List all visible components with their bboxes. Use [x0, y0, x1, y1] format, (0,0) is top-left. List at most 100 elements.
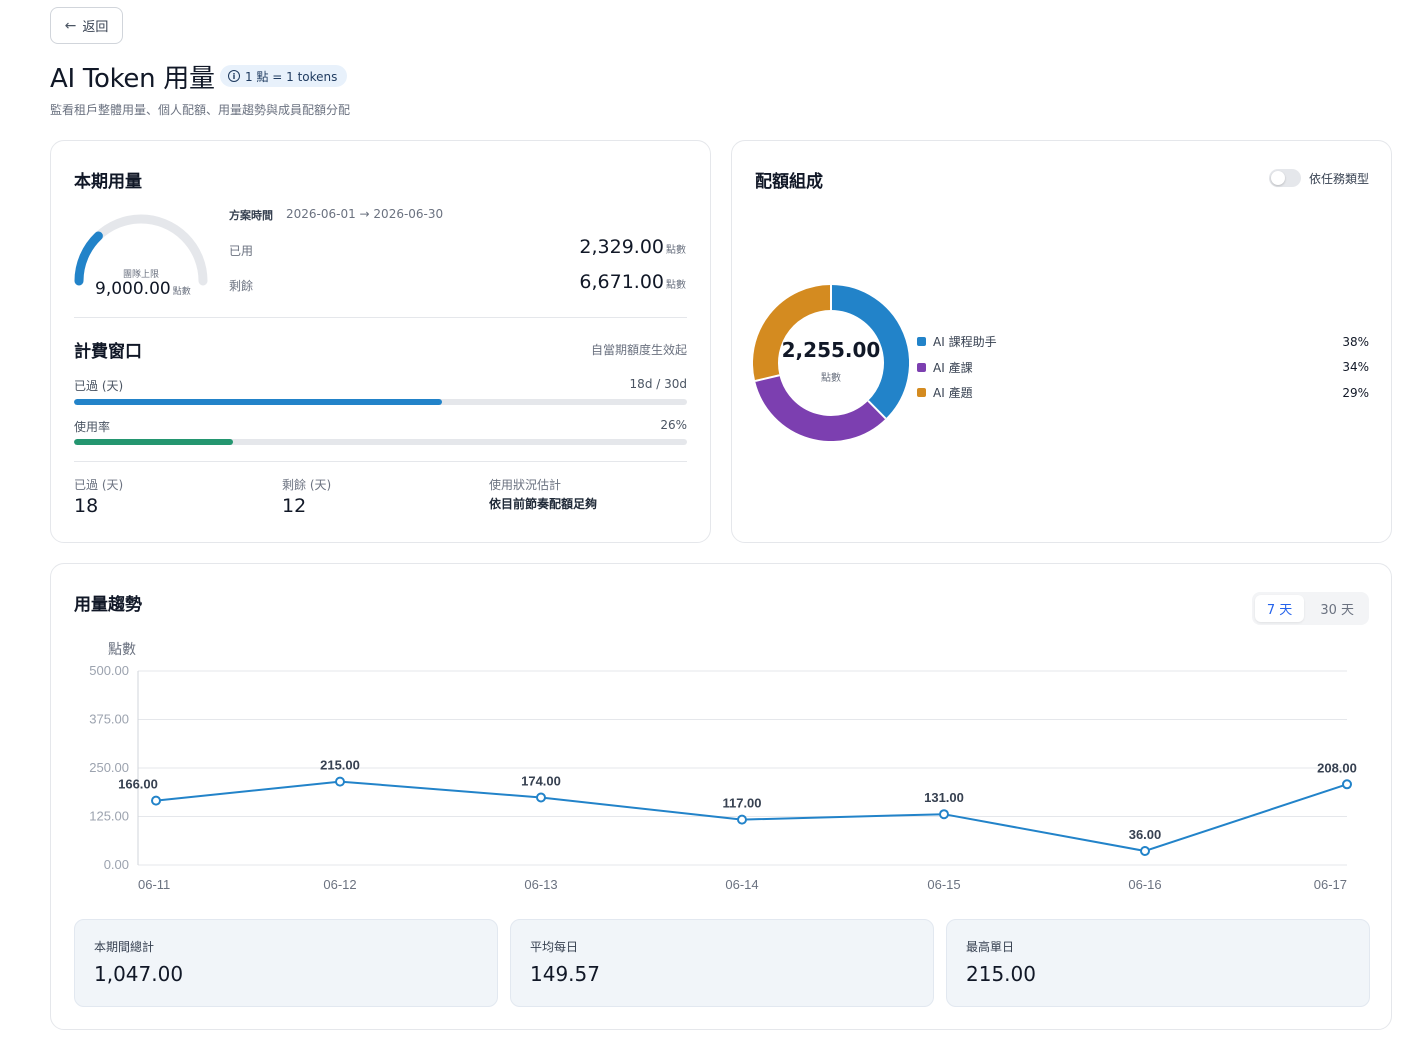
data-label: 215.00: [320, 758, 360, 773]
donut-slice[interactable]: [830, 285, 909, 419]
toggle-knob: [1271, 171, 1285, 185]
x-tick-label: 06-11: [138, 877, 170, 892]
legend-label: AI 產題: [933, 386, 973, 401]
plan-label: 方案時間: [229, 209, 273, 222]
divider: [74, 317, 687, 318]
legend-swatch: [917, 362, 926, 372]
data-label: 174.00: [521, 774, 561, 789]
usage-card-title: 本期用量: [74, 172, 142, 192]
legend-label: AI 產課: [933, 360, 973, 375]
data-point[interactable]: [151, 795, 161, 806]
legend-item[interactable]: AI 產題 29%: [917, 380, 1369, 406]
donut-separator: [867, 400, 887, 420]
used-number: 2,329.00: [579, 236, 664, 258]
arrow-left-icon: ←: [64, 17, 77, 34]
used-value: 2,329.00 點數: [579, 236, 686, 258]
kpi-daily-average-value: 149.57: [530, 962, 600, 986]
kpi-daily-average-label: 平均每日: [530, 940, 579, 954]
remaining-number: 6,671.00: [579, 271, 664, 293]
rate-badge: i 1 點 = 1 tokens: [220, 65, 348, 87]
donut-slice[interactable]: [755, 374, 886, 441]
kpi-peak-day-value: 215.00: [966, 962, 1036, 986]
data-label: 131.00: [924, 790, 964, 805]
page-subtitle: 監看租戶整體用量、個人配額、用量趨勢與成員配額分配: [50, 103, 351, 117]
kpi-total: 本期間總計 1,047.00: [74, 919, 498, 1007]
used-unit: 點數: [666, 245, 686, 256]
usage-rate-label: 使用率: [74, 420, 111, 434]
donut-center-unit: 點數: [821, 373, 841, 384]
elapsed-bar-label: 已過 (天): [74, 379, 124, 393]
composition-card-title: 配額組成: [755, 172, 823, 192]
kpi-daily-average: 平均每日 149.57: [510, 919, 934, 1007]
composition-donut: [753, 285, 909, 441]
task-type-toggle[interactable]: [1269, 169, 1301, 187]
summary-remaining-label: 剩餘 (天): [282, 478, 332, 492]
x-tick-label: 06-14: [725, 877, 758, 892]
elapsed-bar: [74, 399, 687, 405]
trend-card: 用量趨勢 7 天 30 天 點數 0.00 125.00 250.00 375.00 50…: [50, 563, 1392, 1030]
kpi-total-label: 本期間總計: [94, 940, 155, 954]
summary-elapsed-value: 18: [74, 495, 99, 517]
billing-window-note: 自當期額度生效起: [590, 343, 687, 357]
data-point[interactable]: [335, 776, 345, 787]
y-tick-label: 375.00: [89, 712, 129, 727]
x-tick-label: 06-12: [323, 877, 356, 892]
data-point[interactable]: [1342, 779, 1352, 790]
gauge-fill: [74, 231, 103, 286]
x-tick-label: 06-15: [927, 877, 960, 892]
data-point[interactable]: [737, 814, 747, 825]
kpi-total-value: 1,047.00: [94, 962, 184, 986]
donut-center-value: 2,255.00: [781, 338, 881, 362]
task-type-toggle-label: 依任務類型: [1308, 172, 1369, 186]
legend-percent: 29%: [1342, 385, 1369, 400]
usage-card: 本期用量 團隊上限 9,000.00 點數 方案時間 2026-06-01 → 2…: [50, 140, 711, 543]
data-point[interactable]: [1140, 846, 1150, 856]
remaining-unit: 點數: [666, 280, 686, 291]
summary-elapsed-label: 已過 (天): [74, 478, 124, 492]
rate-badge-text: 1 點 = 1 tokens: [245, 69, 338, 84]
back-label: 返回: [82, 20, 109, 35]
summary-remaining-value: 12: [282, 495, 307, 517]
used-label: 已用: [229, 244, 254, 258]
y-axis-title: 點數: [108, 641, 136, 657]
usage-gauge: [74, 214, 208, 286]
range-7-days[interactable]: 7 天: [1254, 595, 1305, 622]
legend-percent: 38%: [1342, 334, 1369, 349]
data-label: 166.00: [118, 777, 158, 792]
legend-percent: 34%: [1342, 360, 1369, 375]
elapsed-bar-ratio: 18d / 30d: [629, 377, 687, 391]
gauge-cap-label: 團隊上限: [122, 270, 159, 280]
y-tick-label: 500.00: [89, 663, 129, 678]
usage-rate-bar-fill: [74, 439, 234, 445]
x-tick-label: 06-16: [1128, 877, 1161, 892]
data-label: 208.00: [1317, 760, 1357, 775]
summary-estimate-value: 依目前節奏配額足夠: [489, 497, 598, 511]
legend-item[interactable]: AI 課程助手 38%: [917, 329, 1369, 355]
kpi-peak-day-label: 最高單日: [966, 940, 1015, 954]
gauge-cap-value: 9,000.00 點數: [95, 279, 191, 299]
back-button[interactable]: ← 返回: [50, 7, 123, 44]
data-point[interactable]: [939, 809, 949, 820]
divider: [74, 461, 687, 462]
page-title: AI Token 用量: [50, 64, 215, 94]
range-selector: 7 天 30 天: [1251, 592, 1369, 625]
legend-item[interactable]: AI 產課 34%: [917, 355, 1369, 381]
info-icon: i: [228, 70, 240, 82]
summary-estimate-label: 使用狀況估計: [489, 478, 562, 492]
data-point[interactable]: [536, 792, 546, 803]
gauge-cap-unit: 點數: [172, 287, 191, 297]
legend-swatch: [917, 337, 926, 347]
range-30-days[interactable]: 30 天: [1320, 603, 1354, 618]
legend-swatch: [917, 388, 926, 398]
y-tick-label: 250.00: [89, 760, 129, 775]
trend-card-title: 用量趨勢: [74, 595, 142, 615]
donut-separator: [754, 374, 780, 383]
legend-label: AI 課程助手: [933, 335, 997, 350]
usage-rate-bar: [74, 439, 687, 445]
elapsed-bar-fill: [74, 399, 442, 405]
x-tick-label: 06-13: [524, 877, 557, 892]
data-label: 36.00: [1129, 827, 1162, 842]
gauge-cap-number: 9,000.00: [95, 279, 171, 299]
billing-window-title: 計費窗口: [74, 342, 142, 362]
donut-slice[interactable]: [753, 285, 832, 382]
